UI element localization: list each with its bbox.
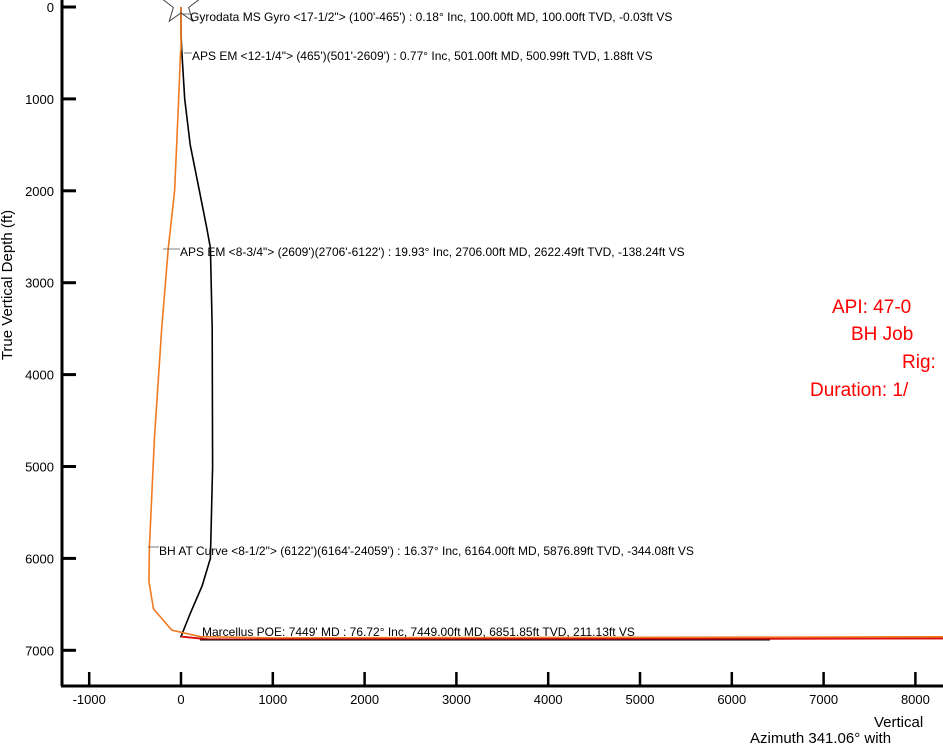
survey-annotation: Gyrodata MS Gyro <17-1/2"> (100'-465') :…	[190, 10, 672, 24]
info-box: API: 47-0 BH Job Rig: Duration: 1/	[810, 297, 936, 401]
surface-star-layer	[162, 0, 200, 23]
y-tick-label: 4000	[25, 368, 54, 383]
x-tick-label: 0	[177, 692, 184, 707]
survey-annotation: APS EM <8-3/4"> (2609')(2706'-6122') : 1…	[180, 245, 685, 259]
survey-annotation: Marcellus POE: 7449' MD : 76.72° Inc, 74…	[202, 625, 635, 639]
y-tick-label: 2000	[25, 184, 54, 199]
info-duration: Duration: 1/	[810, 380, 909, 401]
x-tick-label: 2000	[350, 692, 379, 707]
y-tick-label: 7000	[25, 643, 54, 658]
x-tick-label: -1000	[73, 692, 106, 707]
x-tick-label: 4000	[534, 692, 563, 707]
y-tick-label: 1000	[25, 92, 54, 107]
surface-location-marker	[162, 0, 200, 23]
info-api: API: 47-0	[832, 297, 911, 318]
axis-layer: 0 1000 2000 3000 4000 5000 6000 7000 -1000 0 1000 2…	[25, 0, 943, 707]
annotation-layer: Gyrodata MS Gyro <17-1/2"> (100'-465') :…	[148, 10, 770, 641]
info-job: BH Job	[851, 324, 913, 345]
y-tick-label: 6000	[25, 551, 54, 566]
y-tick-label: 0	[47, 0, 54, 15]
y-axis-title: True Vertical Depth (ft)	[0, 210, 16, 360]
x-axis-subtitle: Azimuth 341.06° with	[750, 730, 891, 747]
x-tick-label: 7000	[809, 692, 838, 707]
y-tick-label: 5000	[25, 460, 54, 475]
series-line-lateral	[180, 635, 943, 641]
x-tick-label: 6000	[717, 692, 746, 707]
y-tick-label: 3000	[25, 276, 54, 291]
info-rig: Rig:	[902, 352, 936, 373]
x-tick-label: 3000	[442, 692, 471, 707]
x-tick-label: 5000	[626, 692, 655, 707]
x-tick-label: 1000	[258, 692, 287, 707]
x-tick-label: 8000	[901, 692, 930, 707]
x-axis-title: Vertical	[874, 714, 923, 731]
survey-annotation: BH AT Curve <8-1/2"> (6122')(6164'-24059…	[159, 544, 694, 558]
survey-annotation: APS EM <12-1/4"> (465')(501'-2609') : 0.…	[192, 49, 653, 63]
